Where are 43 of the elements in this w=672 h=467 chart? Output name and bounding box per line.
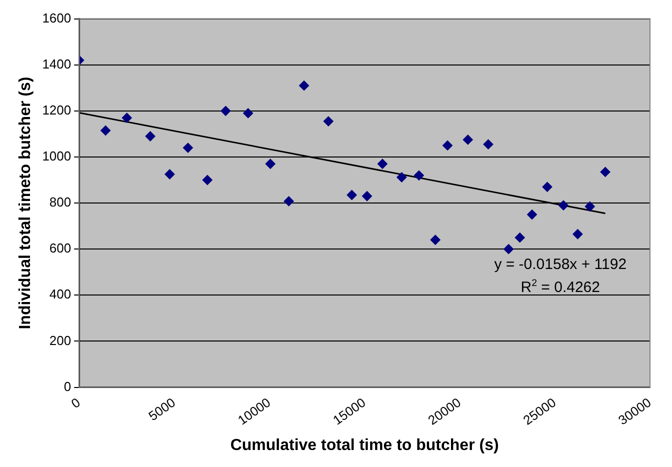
y-tick-label: 0 xyxy=(64,378,72,394)
point xyxy=(265,158,276,169)
point xyxy=(396,172,407,182)
point xyxy=(584,202,595,212)
y-tick-label: 1400 xyxy=(42,56,72,72)
x-tick-label: 0 xyxy=(68,394,83,412)
y-axis-title: Individual total timeto butcher (s) xyxy=(17,76,34,330)
point xyxy=(442,140,453,150)
point xyxy=(572,229,583,240)
point xyxy=(202,175,212,186)
annotation: y = -0.0158x + 1192 xyxy=(494,256,627,273)
point xyxy=(220,106,231,116)
y-tick-label: 600 xyxy=(49,240,72,256)
y-tick-label: 200 xyxy=(49,332,72,348)
point xyxy=(504,244,514,254)
y-tick-label: 1200 xyxy=(42,102,72,118)
point xyxy=(182,142,193,153)
point xyxy=(558,200,568,210)
point xyxy=(542,182,552,192)
point xyxy=(164,169,175,180)
point xyxy=(284,196,294,206)
point xyxy=(377,158,388,169)
y-tick-label: 1000 xyxy=(42,148,72,164)
point xyxy=(243,108,254,118)
point xyxy=(414,170,424,180)
point xyxy=(346,190,357,200)
point xyxy=(145,131,156,142)
point xyxy=(323,116,334,126)
x-tick-label: 5000 xyxy=(146,394,178,424)
point xyxy=(462,134,473,145)
point xyxy=(362,191,372,202)
y-tick-label: 1600 xyxy=(42,10,72,26)
point xyxy=(299,80,310,91)
point xyxy=(514,232,525,243)
point xyxy=(100,126,111,136)
x-axis-title: Cumulative total time to butcher (s) xyxy=(230,436,499,454)
point xyxy=(430,234,440,245)
y-tick-label: 800 xyxy=(49,194,72,210)
point xyxy=(600,166,610,177)
y-tick-label: 400 xyxy=(49,286,72,302)
point xyxy=(483,139,494,150)
point xyxy=(122,112,132,123)
point xyxy=(527,210,538,220)
